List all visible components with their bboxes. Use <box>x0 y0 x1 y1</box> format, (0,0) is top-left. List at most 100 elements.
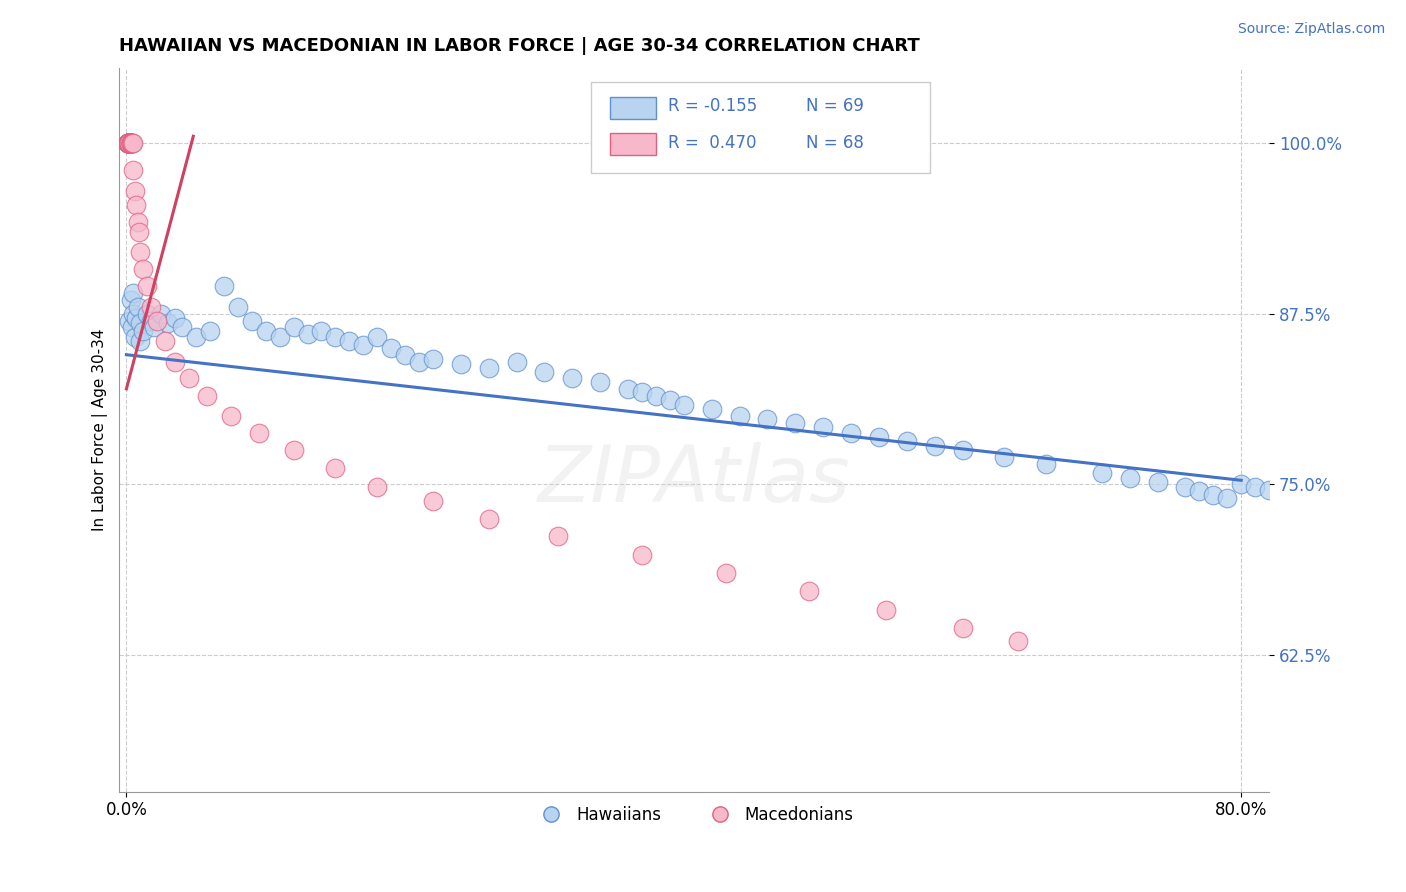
Point <box>121 136 143 150</box>
Point <box>1007 634 1029 648</box>
Point <box>1118 470 1140 484</box>
Point <box>143 320 166 334</box>
Point <box>118 136 141 150</box>
Point <box>1202 488 1225 502</box>
Point <box>129 245 152 260</box>
Point <box>125 310 148 325</box>
Bar <box>610 133 657 155</box>
Point <box>422 351 444 366</box>
Point <box>478 361 501 376</box>
Point <box>120 136 142 150</box>
Point <box>120 136 142 150</box>
Point <box>184 330 207 344</box>
Point <box>150 307 173 321</box>
Point <box>118 136 141 150</box>
Point <box>118 313 141 327</box>
Point <box>617 382 640 396</box>
Point <box>247 425 270 440</box>
Point <box>839 425 862 440</box>
Point <box>875 603 897 617</box>
Text: HAWAIIAN VS MACEDONIAN IN LABOR FORCE | AGE 30-34 CORRELATION CHART: HAWAIIAN VS MACEDONIAN IN LABOR FORCE | … <box>120 37 920 55</box>
Point <box>283 320 305 334</box>
Point <box>952 443 974 458</box>
Point <box>120 136 142 150</box>
Point <box>533 366 555 380</box>
Point <box>325 461 347 475</box>
Point <box>1174 480 1197 494</box>
Point <box>118 136 141 150</box>
Point <box>120 293 142 307</box>
Point <box>219 409 242 424</box>
Point <box>117 136 139 150</box>
Point <box>1258 483 1281 497</box>
FancyBboxPatch shape <box>591 82 929 173</box>
Point <box>122 307 145 321</box>
Point <box>1035 457 1057 471</box>
Bar <box>610 97 657 119</box>
Point <box>129 334 152 348</box>
Point <box>1244 480 1267 494</box>
Point <box>122 286 145 301</box>
Point <box>422 493 444 508</box>
Point <box>868 429 890 443</box>
Point <box>120 136 142 150</box>
Point <box>172 320 194 334</box>
Point <box>118 136 141 150</box>
Point <box>785 416 807 430</box>
Point <box>352 338 374 352</box>
Point <box>408 354 430 368</box>
Point <box>132 325 155 339</box>
Point <box>366 330 388 344</box>
Point <box>1230 477 1253 491</box>
Point <box>117 136 139 150</box>
Point <box>117 136 139 150</box>
Point <box>1188 484 1211 499</box>
Point <box>198 325 221 339</box>
Point <box>122 163 145 178</box>
Point <box>700 402 723 417</box>
Point <box>117 136 139 150</box>
Point <box>645 389 668 403</box>
Point <box>141 300 163 314</box>
Point <box>325 330 347 344</box>
Text: R = -0.155: R = -0.155 <box>668 97 756 115</box>
Point <box>672 398 695 412</box>
Text: N = 69: N = 69 <box>806 97 863 115</box>
Point <box>993 450 1015 464</box>
Point <box>121 320 143 334</box>
Point <box>1146 475 1168 489</box>
Point <box>165 310 187 325</box>
Point <box>155 334 177 348</box>
Point <box>117 136 139 150</box>
Point <box>117 136 139 150</box>
Point <box>165 354 187 368</box>
Legend: Hawaiians, Macedonians: Hawaiians, Macedonians <box>529 799 860 830</box>
Point <box>118 136 141 150</box>
Point <box>120 136 142 150</box>
Point <box>128 225 150 239</box>
Point <box>658 392 681 407</box>
Point <box>124 330 146 344</box>
Point <box>505 354 527 368</box>
Point <box>122 136 145 150</box>
Point <box>311 325 333 339</box>
Point <box>141 313 163 327</box>
Point <box>226 300 249 314</box>
Point <box>380 341 402 355</box>
Point <box>117 136 139 150</box>
Point <box>124 184 146 198</box>
Point <box>117 136 139 150</box>
Point <box>157 316 180 330</box>
Point <box>136 279 159 293</box>
Point <box>728 409 751 424</box>
Text: Source: ZipAtlas.com: Source: ZipAtlas.com <box>1237 22 1385 37</box>
Point <box>121 136 143 150</box>
Point <box>394 348 416 362</box>
Point <box>117 136 139 150</box>
Point <box>118 136 141 150</box>
Point <box>1216 491 1239 505</box>
Point <box>714 566 737 581</box>
Point <box>924 439 946 453</box>
Point <box>121 136 143 150</box>
Point <box>589 375 612 389</box>
